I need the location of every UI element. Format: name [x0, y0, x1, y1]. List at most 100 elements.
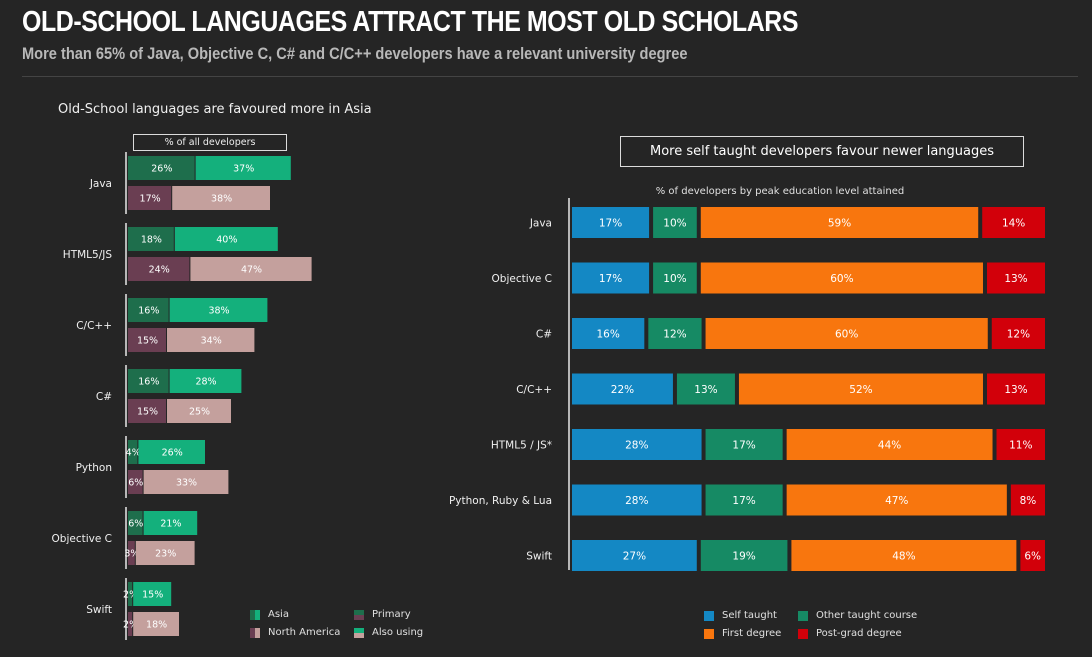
right-value-label-python-ruby-lua-self-taught: 28% — [625, 495, 648, 507]
legend-post-grad: Post-grad degree — [798, 628, 902, 639]
legend-asia-swatch — [250, 609, 260, 620]
left-legend: Asia North America Primary Also using — [250, 609, 450, 641]
left-category-label-swift: Swift — [86, 604, 112, 616]
left-value-label-java-asia-also-using: 37% — [233, 164, 254, 175]
left-bar-objective-c-asia-also-using — [143, 511, 198, 535]
right-bar-c-c-post-grad-degree — [986, 373, 1045, 405]
left-value-label-html5-js-north-america-also-using: 47% — [241, 265, 262, 276]
right-value-label-java-self-taught: 17% — [599, 218, 622, 230]
left-bar-java-north-america-primary — [128, 186, 172, 210]
right-bar-html5-js-first-degree — [786, 429, 993, 460]
legend-first-degree-swatch — [704, 628, 714, 639]
header-divider — [22, 76, 1078, 77]
right-value-label-objective-c-self-taught: 17% — [599, 273, 622, 285]
left-value-label-objective-c-asia-primary: 6% — [128, 519, 143, 530]
right-value-label-objective-c-other-taught-course: 10% — [663, 273, 686, 285]
legend-post-grad-label: Post-grad degree — [816, 628, 902, 639]
left-value-label-python-north-america-also-using: 33% — [176, 478, 197, 489]
right-value-label-java-first-degree: 59% — [828, 218, 851, 230]
right-value-label-swift-first-degree: 48% — [892, 551, 915, 563]
legend-north-america-label: North America — [268, 627, 341, 638]
left-value-label-html5-js-north-america-primary: 24% — [149, 265, 170, 276]
right-category-label-c-c: C/C++ — [516, 384, 552, 396]
left-value-label-objective-c-north-america-primary: 3% — [124, 549, 139, 560]
left-value-label-python-asia-primary: 4% — [126, 448, 141, 459]
left-category-label-java: Java — [89, 178, 112, 190]
legend-primary-label: Primary — [372, 609, 411, 620]
right-value-label-swift-self-taught: 27% — [623, 551, 646, 563]
legend-other-course-label: Other taught course — [816, 610, 918, 621]
right-value-label-python-ruby-lua-other-taught-course: 17% — [732, 495, 755, 507]
left-value-label-c-c-north-america-also-using: 34% — [201, 336, 222, 347]
left-bar-c-asia-also-using — [169, 369, 242, 393]
right-value-label-c-c-self-taught: 22% — [611, 384, 634, 396]
right-value-label-c-other-taught-course: 12% — [663, 329, 686, 341]
legend-primary: Primary — [354, 609, 411, 620]
left-value-label-c-north-america-also-using: 25% — [189, 407, 210, 418]
right-bar-java-first-degree — [700, 207, 979, 238]
left-bar-html5-js-north-america-primary — [128, 257, 190, 281]
legend-north-america-swatch — [250, 627, 260, 638]
left-bar-c-north-america-also-using — [167, 399, 231, 423]
right-legend: Self taught First degree Other taught co… — [704, 610, 964, 642]
right-bar-html5-js-post-grad-degree — [996, 429, 1045, 460]
left-bar-html5-js-north-america-also-using — [190, 257, 312, 281]
left-bar-swift-north-america-also-using — [133, 612, 179, 636]
right-bar-swift-post-grad-degree — [1020, 540, 1045, 571]
right-bar-python-ruby-lua-self-taught — [572, 484, 702, 516]
legend-first-degree: First degree — [704, 628, 781, 639]
right-bar-html5-js-self-taught — [572, 429, 702, 460]
legend-also-using-label: Also using — [372, 627, 424, 638]
right-bar-swift-self-taught — [572, 540, 697, 571]
right-bar-c-c-first-degree — [738, 373, 983, 405]
left-bar-java-asia-primary — [128, 156, 195, 180]
left-bar-python-north-america-also-using — [143, 470, 229, 494]
right-category-label-html5-js: HTML5 / JS* — [491, 440, 552, 452]
left-category-label-html5-js: HTML5/JS — [63, 249, 113, 261]
right-value-label-html5-js-self-taught: 28% — [625, 440, 648, 452]
right-value-label-java-post-grad-degree: 14% — [1002, 218, 1025, 230]
right-bar-c-other-taught-course — [648, 318, 702, 349]
left-category-label-c: C# — [96, 391, 112, 403]
left-bar-html5-js-asia-primary — [128, 227, 174, 251]
right-bar-python-ruby-lua-post-grad-degree — [1010, 484, 1045, 516]
right-bar-objective-c-self-taught — [572, 262, 650, 294]
left-bar-c-asia-primary — [128, 369, 169, 393]
left-bar-java-asia-also-using — [195, 156, 291, 180]
left-value-label-c-asia-primary: 16% — [138, 377, 159, 388]
left-value-label-objective-c-north-america-also-using: 23% — [155, 549, 176, 560]
right-bar-python-ruby-lua-first-degree — [786, 484, 1007, 516]
right-bar-java-other-taught-course — [653, 207, 697, 238]
right-chart-heading: More self taught developers favour newer… — [620, 136, 1024, 167]
left-category-label-python: Python — [76, 462, 112, 474]
left-value-label-swift-north-america-also-using: 18% — [146, 620, 167, 631]
right-value-label-c-self-taught: 16% — [596, 329, 619, 341]
left-category-label-c-c: C/C++ — [76, 320, 112, 332]
right-value-label-python-ruby-lua-first-degree: 47% — [885, 495, 908, 507]
left-chart-axis-label: % of all developers — [133, 134, 287, 151]
right-value-label-java-other-taught-course: 10% — [663, 218, 686, 230]
legend-asia: Asia — [250, 609, 289, 620]
legend-also-using: Also using — [354, 627, 423, 638]
right-bar-c-c-other-taught-course — [676, 373, 735, 405]
left-bar-html5-js-asia-also-using — [174, 227, 278, 251]
right-value-label-python-ruby-lua-post-grad-degree: 8% — [1020, 495, 1037, 507]
right-bar-objective-c-first-degree — [700, 262, 983, 294]
left-bar-objective-c-north-america-also-using — [135, 541, 195, 565]
right-value-label-c-first-degree: 60% — [835, 329, 858, 341]
legend-primary-swatch — [354, 609, 364, 620]
left-bar-c-c-asia-primary — [128, 298, 169, 322]
left-value-label-swift-asia-also-using: 15% — [142, 590, 163, 601]
left-value-label-python-asia-also-using: 26% — [162, 448, 183, 459]
left-bar-objective-c-asia-primary — [128, 511, 143, 535]
left-value-label-java-north-america-also-using: 38% — [211, 194, 232, 205]
right-bar-java-post-grad-degree — [982, 207, 1045, 238]
legend-also-using-swatch — [354, 627, 364, 638]
right-category-label-objective-c: Objective C — [492, 273, 552, 285]
left-value-label-java-north-america-primary: 17% — [140, 194, 161, 205]
left-value-label-swift-north-america-primary: 2% — [123, 620, 138, 631]
right-bar-objective-c-other-taught-course — [653, 262, 697, 294]
right-value-label-swift-post-grad-degree: 6% — [1024, 551, 1041, 563]
right-chart-subheading: % of developers by peak education level … — [655, 186, 905, 197]
left-bar-c-c-north-america-also-using — [167, 328, 255, 352]
